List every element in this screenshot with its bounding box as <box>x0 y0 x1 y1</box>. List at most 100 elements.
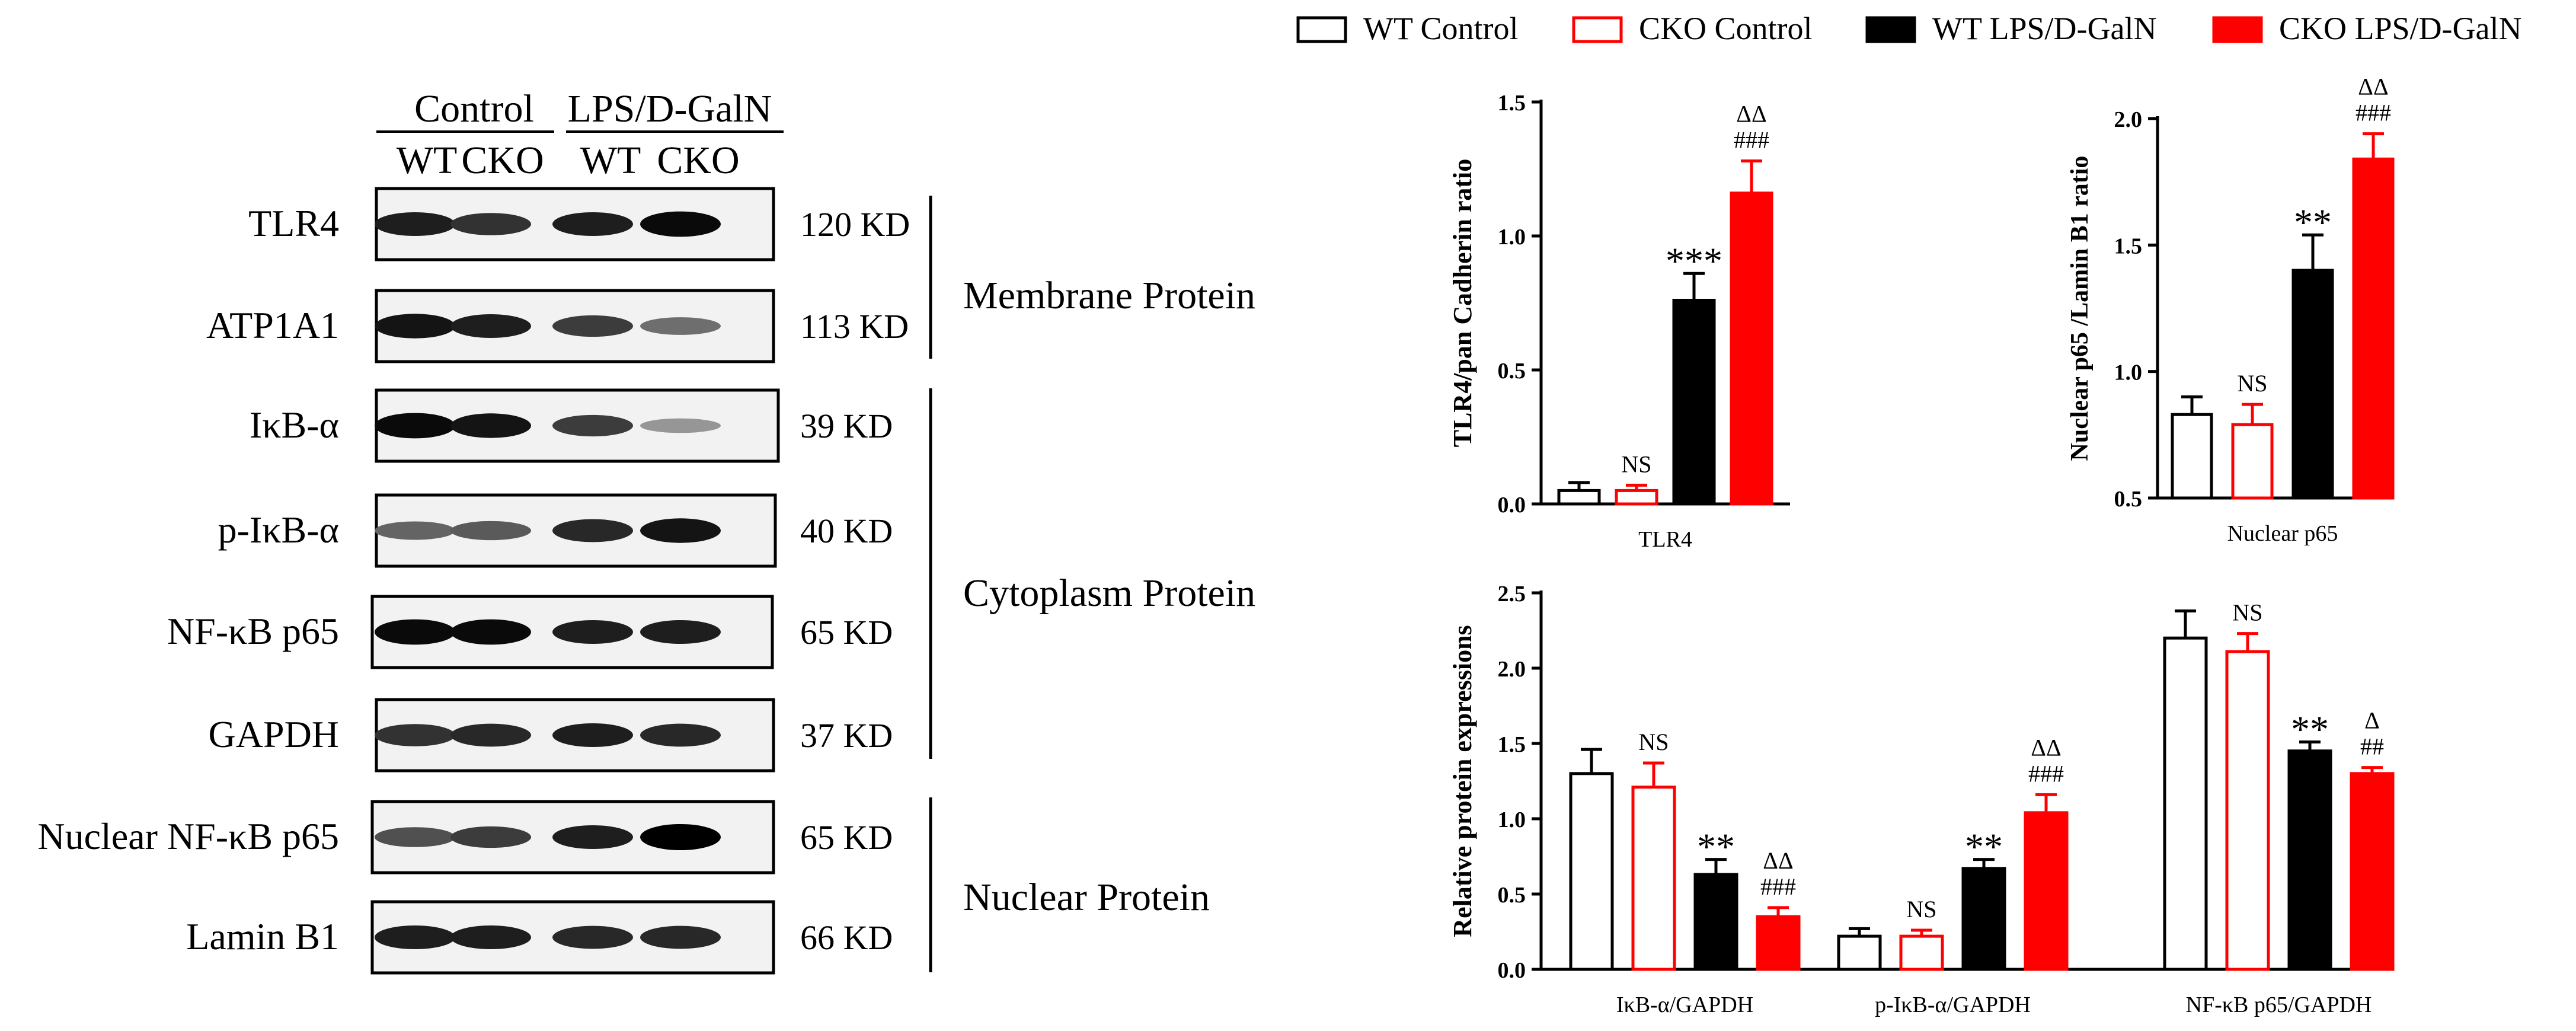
blot-lane-label: WT <box>397 139 458 182</box>
blot-band <box>552 315 633 337</box>
blot-band <box>640 925 721 949</box>
blot-band <box>450 521 531 541</box>
significance-label: ## <box>2360 733 2384 760</box>
blot-band <box>450 723 531 747</box>
blot-kd-label: 40 KD <box>800 512 893 550</box>
y-tick-label: 1.0 <box>2114 360 2143 385</box>
bar <box>2291 269 2334 500</box>
significance-label: Δ <box>2364 707 2380 734</box>
blot-lane-label: CKO <box>461 139 544 182</box>
blot-protein-label: GAPDH <box>209 713 339 755</box>
blot-protein-label: p-IκB-α <box>218 509 339 551</box>
bar <box>1961 867 2006 971</box>
y-tick-label: 2.0 <box>2114 107 2143 132</box>
y-tick-label: 0.5 <box>2114 487 2143 512</box>
blot-band <box>375 314 455 339</box>
significance-label: ### <box>1734 126 1769 153</box>
fraction-label: Nuclear Protein <box>963 876 1210 919</box>
bar <box>2171 413 2213 500</box>
blot-band <box>450 826 531 848</box>
significance-label: ** <box>2291 708 2329 750</box>
significance-label: NS <box>2237 370 2267 397</box>
blot-kd-label: 66 KD <box>800 918 893 957</box>
blot-band <box>375 619 455 645</box>
legend: WT Control CKO Control WT LPS/D-GalN CKO LP… <box>1296 11 2522 46</box>
x-category-label: IκB-α/GAPDH <box>1616 992 1753 1017</box>
legend-label: CKO LPS/D-GalN <box>2279 11 2522 46</box>
blot-band <box>640 620 721 644</box>
blot-band <box>375 827 455 847</box>
blot-band <box>450 413 531 438</box>
significance-label: ** <box>1965 826 2003 868</box>
legend-swatch <box>1865 16 1916 43</box>
blot-protein-label: Nuclear NF-κB p65 <box>37 815 339 857</box>
blot-band <box>552 519 633 542</box>
significance-label: ΔΔ <box>2358 74 2388 100</box>
bar <box>2287 749 2332 971</box>
blot-lane-label: WT <box>580 139 641 182</box>
blot-band <box>640 518 721 543</box>
bar <box>1672 298 1716 506</box>
y-tick-label: 2.0 <box>1498 657 1526 682</box>
blot-band <box>552 212 633 237</box>
blot-band <box>375 925 455 950</box>
y-tick-label: 1.5 <box>1498 91 1526 116</box>
bar <box>1557 489 1601 506</box>
bar <box>1899 934 1944 971</box>
blot-band <box>640 723 721 747</box>
significance-label: ### <box>2028 760 2064 787</box>
blot-band <box>375 724 455 746</box>
x-category-label: TLR4 <box>1638 527 1692 552</box>
y-tick-label: 0.5 <box>1498 883 1526 908</box>
fraction-label: Cytoplasm Protein <box>963 572 1255 615</box>
y-tick-label: 0.5 <box>1498 359 1526 384</box>
blot-kd-label: 65 KD <box>800 613 893 652</box>
blot-band <box>552 825 633 850</box>
blot-band <box>552 414 633 437</box>
blot-protein-label: Lamin B1 <box>186 915 339 957</box>
relative-protein-expression-chart: 0.0 0.5 1.0 1.5 2.0 2.5 Relative protein expre… <box>1448 582 2395 1017</box>
y-tick-label: 0.0 <box>1498 958 1526 983</box>
x-category-label: p-IκB-α/GAPDH <box>1875 992 2031 1017</box>
bar <box>2350 772 2395 971</box>
significance-label: ### <box>2356 100 2391 126</box>
y-axis-label: Nuclear p65 /Lamin B1 ratio <box>2066 156 2094 461</box>
y-axis-label: TLR4/pan Cadherin ratio <box>1448 159 1477 448</box>
blot-group-header: Control <box>414 87 534 130</box>
blot-protein-label: IκB-α <box>250 404 339 446</box>
bar <box>1615 489 1658 506</box>
nuclear-p65-ratio-chart: 0.5 1.0 1.5 2.0 Nuclear p65 /Lamin B1 ratio N… <box>2066 74 2395 546</box>
bar <box>2163 636 2208 971</box>
legend-swatch <box>1572 16 1623 43</box>
blot-band <box>640 824 721 850</box>
y-tick-label: 0.0 <box>1498 493 1526 518</box>
blot-band <box>552 723 633 748</box>
significance-label: ΔΔ <box>1736 100 1766 127</box>
blot-kd-label: 120 KD <box>800 205 910 244</box>
blot-band <box>640 317 721 335</box>
blot-band <box>552 925 633 949</box>
blot-band <box>450 314 531 339</box>
y-tick-label: 1.0 <box>1498 807 1526 832</box>
blot-lane-label: CKO <box>657 139 739 182</box>
blot-band <box>640 418 721 433</box>
tlr4-ratio-chart: 0.0 0.5 1.0 1.5 TLR4/pan Cadherin ratio NS ***… <box>1448 91 1790 552</box>
blot-kd-label: 113 KD <box>800 307 909 346</box>
significance-label: NS <box>1906 896 1936 923</box>
significance-label: NS <box>1621 451 1651 477</box>
significance-label: ### <box>1760 873 1796 900</box>
blot-band <box>375 521 455 540</box>
blot-kd-label: 65 KD <box>800 818 893 857</box>
bar <box>2024 811 2069 971</box>
significance-label: ΔΔ <box>1763 847 1793 874</box>
x-category-label: NF-κB p65/GAPDH <box>2186 992 2372 1017</box>
significance-label: ΔΔ <box>2031 734 2061 761</box>
bar <box>1631 786 1676 971</box>
legend-label: CKO Control <box>1639 11 1813 46</box>
blot-band <box>450 213 531 235</box>
y-tick-label: 1.5 <box>1498 732 1526 757</box>
x-category-label: Nuclear p65 <box>2227 521 2338 546</box>
blot-group-header: LPS/D-GalN <box>568 87 772 130</box>
significance-label: NS <box>1638 729 1669 755</box>
